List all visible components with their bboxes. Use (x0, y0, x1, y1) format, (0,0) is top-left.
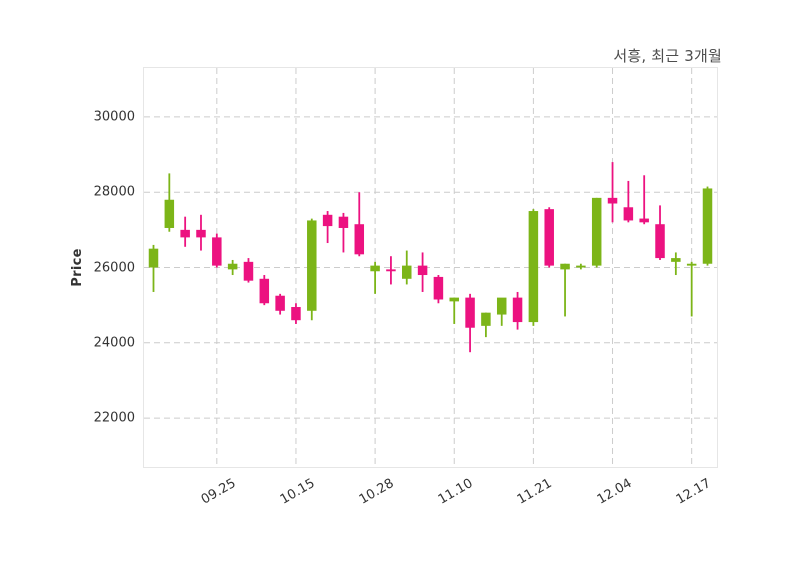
y-axis-tick-label: 30000 (93, 109, 135, 125)
candle-body (544, 209, 554, 266)
x-axis-tick-label: 12.04 (594, 476, 635, 508)
candle-body (465, 297, 475, 328)
candle-body (623, 207, 634, 221)
plot-area (143, 67, 718, 468)
grid-lines (144, 68, 717, 467)
candle-body (307, 220, 317, 311)
candle-body (164, 199, 175, 228)
candle-body (417, 265, 428, 276)
candle-body (433, 276, 444, 300)
chart-title: 서흥, 최근 3개월 (613, 47, 722, 65)
candle-body (386, 269, 396, 272)
x-axis-tick-label: 10.28 (356, 476, 397, 508)
candle-body (702, 188, 713, 264)
candle-body (291, 307, 301, 321)
candle-body (196, 229, 206, 238)
x-axis-tick-label: 10.15 (277, 476, 318, 508)
x-axis-tick-label: 12.17 (673, 476, 714, 508)
x-axis-tick-label: 11.10 (436, 476, 476, 508)
x-axis-tick-label: 11.21 (515, 476, 555, 508)
candle-body (322, 214, 333, 227)
x-axis-tick-label: 09.25 (198, 476, 239, 508)
candle-body (180, 229, 190, 238)
candle-body (686, 263, 697, 266)
candle-body (576, 265, 586, 268)
candlestick-series (148, 162, 713, 353)
candle-body (275, 295, 285, 311)
candle-body (338, 216, 349, 228)
y-axis-tick-label: 28000 (93, 184, 135, 200)
candle-body (639, 218, 649, 223)
candle-body (354, 224, 365, 255)
candle-body (607, 197, 618, 204)
y-axis-tick-label: 26000 (93, 260, 135, 275)
candle-body (481, 312, 491, 326)
candle-body (671, 258, 681, 262)
candle-body (259, 278, 270, 304)
candle-body (528, 211, 539, 323)
candle-body (655, 224, 665, 259)
candle-body (512, 297, 523, 323)
y-axis-tick-label: 22000 (93, 410, 135, 426)
candlestick-plot-svg (144, 68, 717, 467)
candle-body (449, 297, 459, 302)
candle-body (227, 263, 238, 270)
candle-body (370, 265, 380, 272)
candle-body (560, 263, 570, 270)
candle-body (243, 261, 254, 281)
candle-body (496, 297, 507, 315)
candle-body (402, 265, 412, 279)
y-axis-tick-label: 24000 (93, 335, 135, 351)
candle-body (212, 237, 222, 266)
candle-body (148, 248, 159, 268)
candle-body (591, 197, 602, 266)
